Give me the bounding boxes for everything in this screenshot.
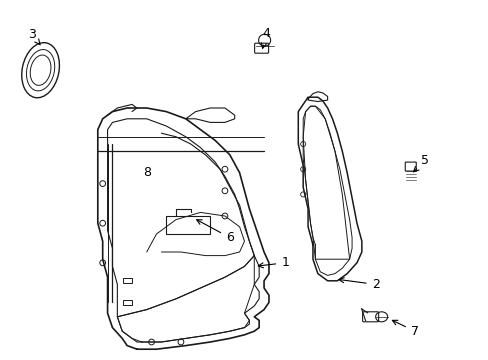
Text: 6: 6 <box>196 220 233 244</box>
Text: 4: 4 <box>261 27 270 48</box>
Text: 3: 3 <box>28 28 40 45</box>
Bar <box>166 216 210 234</box>
Text: 7: 7 <box>391 320 418 338</box>
Bar <box>122 300 131 305</box>
Bar <box>122 278 131 283</box>
Text: 5: 5 <box>413 154 428 172</box>
Text: 2: 2 <box>338 278 379 291</box>
Text: 8: 8 <box>142 166 150 179</box>
Text: 1: 1 <box>258 256 288 269</box>
